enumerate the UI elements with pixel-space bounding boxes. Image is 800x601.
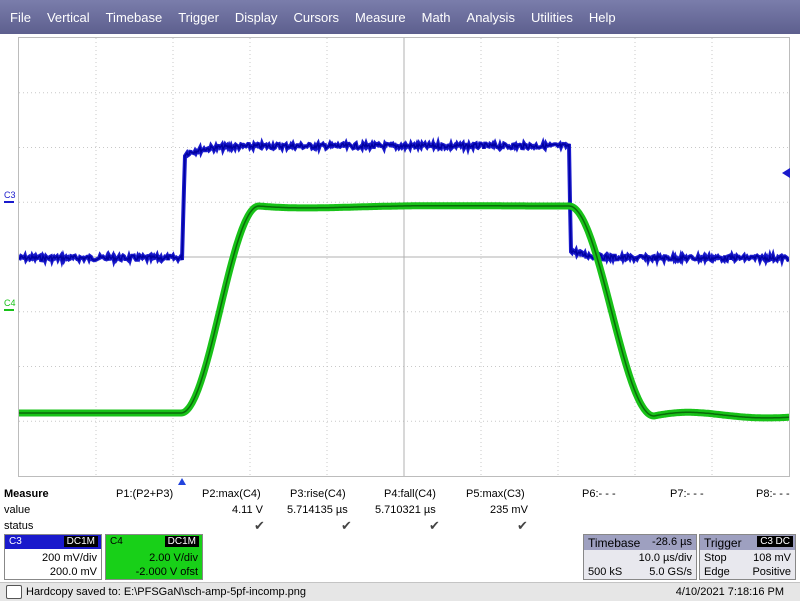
menu-bar: File Vertical Timebase Trigger Display C… bbox=[0, 0, 800, 34]
hardcopy-printer-icon bbox=[6, 585, 22, 599]
c3-descriptor-header: C3 DC1M bbox=[5, 535, 101, 549]
trace-c3-core bbox=[19, 141, 789, 263]
c3-vdiv: 200 mV/div bbox=[41, 552, 97, 564]
trigger-coupling-badge: DC bbox=[772, 536, 793, 547]
c4-descriptor-name: C4 bbox=[110, 536, 123, 547]
waveform-grid[interactable] bbox=[18, 37, 790, 477]
c4-marker-label: C4 bbox=[4, 298, 16, 308]
param-p4-value: 5.710321 µs bbox=[375, 504, 436, 516]
param-p2-status-check-icon: ✔ bbox=[254, 518, 265, 533]
param-p8-name[interactable]: P8:- - - bbox=[756, 488, 790, 500]
timebase-samples: 500 kS bbox=[588, 566, 623, 578]
param-p2-name[interactable]: P2:max(C4) bbox=[202, 488, 261, 500]
status-message: Hardcopy saved to: E:\PFSGaN\sch-amp-5pf… bbox=[26, 586, 307, 598]
param-p6-name[interactable]: P6:- - - bbox=[582, 488, 616, 500]
measure-row-status: status bbox=[4, 520, 34, 532]
measure-row-value: value bbox=[4, 504, 31, 516]
param-p3-name[interactable]: P3:rise(C4) bbox=[290, 488, 346, 500]
trigger-level: 108 mV bbox=[753, 552, 791, 564]
c4-vdiv: 2.00 V/div bbox=[149, 552, 198, 564]
measure-table: Measure value status P1:(P2+P3) P2:max(C… bbox=[0, 486, 800, 536]
c4-descriptor[interactable]: C4 DC1M 2.00 V/div -2.000 V ofst bbox=[105, 534, 203, 580]
descriptor-bar: C3 DC1M 200 mV/div 200.0 mV C4 DC1M 2.00… bbox=[0, 534, 800, 582]
param-p5-value: 235 mV bbox=[490, 504, 528, 516]
status-bar: Hardcopy saved to: E:\PFSGaN\sch-amp-5pf… bbox=[0, 582, 800, 601]
trigger-descriptor[interactable]: Trigger C3 DC Stop 108 mV Edge Positive bbox=[699, 534, 796, 580]
trigger-label: Trigger bbox=[704, 536, 742, 550]
trigger-level-arrow-icon[interactable] bbox=[782, 168, 790, 178]
param-p4-status-check-icon: ✔ bbox=[429, 518, 440, 533]
trigger-slope: Positive bbox=[752, 566, 791, 578]
waveform-display[interactable] bbox=[19, 38, 789, 476]
trigger-mode: Stop bbox=[704, 552, 727, 564]
c4-coupling-badge: DC1M bbox=[164, 536, 199, 547]
param-p4-name[interactable]: P4:fall(C4) bbox=[384, 488, 436, 500]
c3-level-indicator bbox=[4, 201, 14, 203]
menu-trigger[interactable]: Trigger bbox=[178, 9, 219, 25]
c3-offset: 200.0 mV bbox=[49, 566, 97, 578]
c3-coupling-badge: DC1M bbox=[63, 536, 98, 547]
menu-utilities[interactable]: Utilities bbox=[530, 9, 573, 25]
param-p7-name[interactable]: P7:- - - bbox=[670, 488, 704, 500]
timebase-tdiv: 10.0 µs/div bbox=[638, 552, 692, 564]
menu-measure[interactable]: Measure bbox=[355, 9, 406, 25]
menu-display[interactable]: Display bbox=[234, 9, 278, 25]
menu-help[interactable]: Help bbox=[588, 9, 616, 25]
c3-descriptor[interactable]: C3 DC1M 200 mV/div 200.0 mV bbox=[4, 534, 102, 580]
c4-level-indicator bbox=[4, 309, 14, 311]
param-p5-name[interactable]: P5:max(C3) bbox=[466, 488, 525, 500]
timebase-label: Timebase bbox=[588, 536, 641, 550]
menu-math[interactable]: Math bbox=[421, 9, 451, 25]
param-p2-value: 4.11 V bbox=[232, 504, 263, 516]
status-datetime: 4/10/2021 7:18:16 PM bbox=[675, 586, 784, 598]
timebase-rate: 5.0 GS/s bbox=[649, 566, 692, 578]
c4-offset: -2.000 V ofst bbox=[135, 566, 198, 578]
timebase-header bbox=[584, 535, 696, 550]
param-p1-name[interactable]: P1:(P2+P3) bbox=[116, 488, 174, 500]
menu-analysis[interactable]: Analysis bbox=[466, 9, 515, 25]
c3-marker-label: C3 bbox=[4, 190, 16, 200]
c3-marker[interactable]: C3 bbox=[4, 190, 16, 203]
param-p5-status-check-icon: ✔ bbox=[517, 518, 528, 533]
c4-marker[interactable]: C4 bbox=[4, 298, 16, 311]
trigger-type: Edge bbox=[704, 566, 730, 578]
c3-descriptor-name: C3 bbox=[9, 536, 22, 547]
trace-c4-core bbox=[19, 204, 789, 419]
timebase-delay: -28.6 µs bbox=[652, 536, 692, 548]
param-p3-value: 5.714135 µs bbox=[287, 504, 348, 516]
menu-file[interactable]: File bbox=[10, 9, 31, 25]
menu-vertical[interactable]: Vertical bbox=[46, 9, 90, 25]
timebase-descriptor[interactable]: Timebase -28.6 µs 10.0 µs/div 500 kS 5.0… bbox=[583, 534, 697, 580]
menu-cursors[interactable]: Cursors bbox=[293, 9, 340, 25]
trigger-position-arrow-icon[interactable] bbox=[178, 478, 186, 485]
menu-timebase[interactable]: Timebase bbox=[105, 9, 163, 25]
trigger-source-badge: C3 bbox=[757, 536, 776, 547]
param-p3-status-check-icon: ✔ bbox=[341, 518, 352, 533]
measure-title: Measure bbox=[4, 488, 49, 500]
